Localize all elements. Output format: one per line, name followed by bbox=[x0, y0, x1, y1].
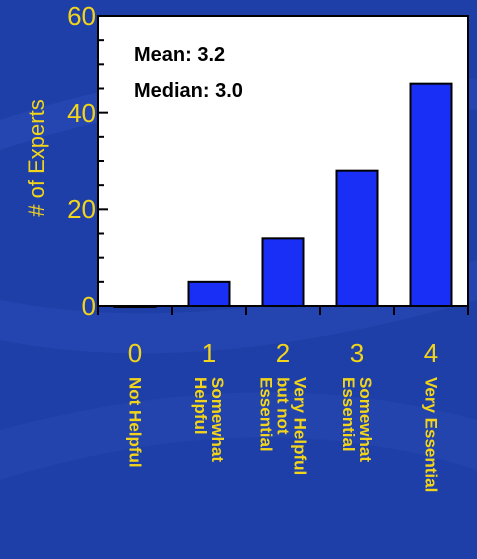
bar-1 bbox=[187, 280, 231, 308]
y-tick-label: 20 bbox=[67, 194, 96, 225]
x-tick-label: 3 bbox=[349, 338, 365, 368]
x-tick-label: 0 bbox=[127, 338, 143, 368]
category-description-label: Very Helpful but not Essential bbox=[256, 377, 310, 476]
x-tick-label: 4 bbox=[423, 338, 439, 368]
y-tick-label: 40 bbox=[67, 97, 96, 128]
x-tick-label: 1 bbox=[201, 338, 217, 368]
y-tick-label: 0 bbox=[81, 291, 96, 321]
category-description-label: Not Helpful bbox=[125, 377, 145, 468]
y-tick-label: 60 bbox=[67, 1, 96, 31]
bar-0 bbox=[113, 305, 157, 308]
median-annotation: Median: 3.0 bbox=[134, 80, 243, 102]
category-description-label: Somewhat Essential bbox=[339, 377, 375, 463]
x-tick-label: 2 bbox=[275, 338, 291, 368]
category-description-label: Somewhat Helpful bbox=[191, 377, 227, 463]
bar-3 bbox=[335, 169, 379, 307]
mean-annotation: Mean: 3.2 bbox=[134, 44, 226, 66]
bar-2 bbox=[261, 237, 305, 307]
category-description-label: Very Essential bbox=[421, 377, 441, 493]
bar-4 bbox=[409, 82, 453, 307]
y-axis-label: # of Experts bbox=[24, 99, 49, 217]
